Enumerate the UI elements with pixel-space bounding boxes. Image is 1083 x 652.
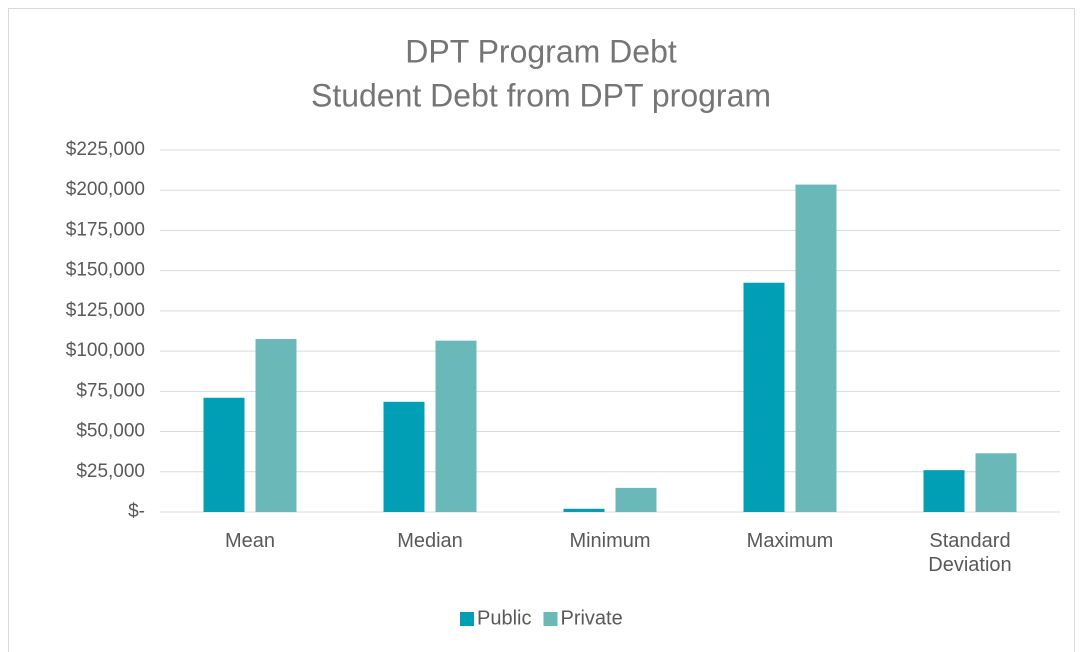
bar [563, 508, 605, 512]
x-tick-label: Standard Deviation [928, 530, 1012, 576]
bar [795, 184, 837, 512]
bar [435, 340, 477, 512]
y-tick-label: $100,000 [66, 340, 145, 361]
y-tick-label: $125,000 [66, 300, 145, 321]
y-tick-label: $175,000 [66, 219, 145, 240]
x-tick-label: Median [397, 530, 463, 552]
legend-label: Private [560, 607, 622, 629]
bar [923, 470, 965, 512]
y-tick-label: $150,000 [66, 260, 145, 281]
x-tick-label: Minimum [569, 530, 651, 552]
legend-swatch [460, 612, 474, 626]
bar [743, 282, 785, 512]
y-tick-label: $200,000 [66, 179, 145, 200]
chart-border [8, 8, 1075, 652]
y-tick-label: $- [128, 501, 145, 522]
legend-label: Public [477, 607, 531, 629]
bar [975, 453, 1017, 512]
y-tick-label: $25,000 [76, 461, 145, 482]
x-tick-label: Maximum [746, 530, 834, 552]
chart-subtitle: Student Debt from DPT program [311, 77, 771, 113]
y-tick-label: $225,000 [66, 139, 145, 160]
bar [203, 397, 245, 512]
bar [615, 487, 657, 512]
chart-title: DPT Program Debt [405, 33, 677, 69]
bar [255, 339, 297, 512]
x-tick-label: Mean [224, 530, 276, 552]
bar [383, 401, 425, 512]
y-tick-label: $50,000 [76, 421, 145, 442]
y-tick-label: $75,000 [76, 380, 145, 401]
legend-swatch [543, 612, 558, 626]
